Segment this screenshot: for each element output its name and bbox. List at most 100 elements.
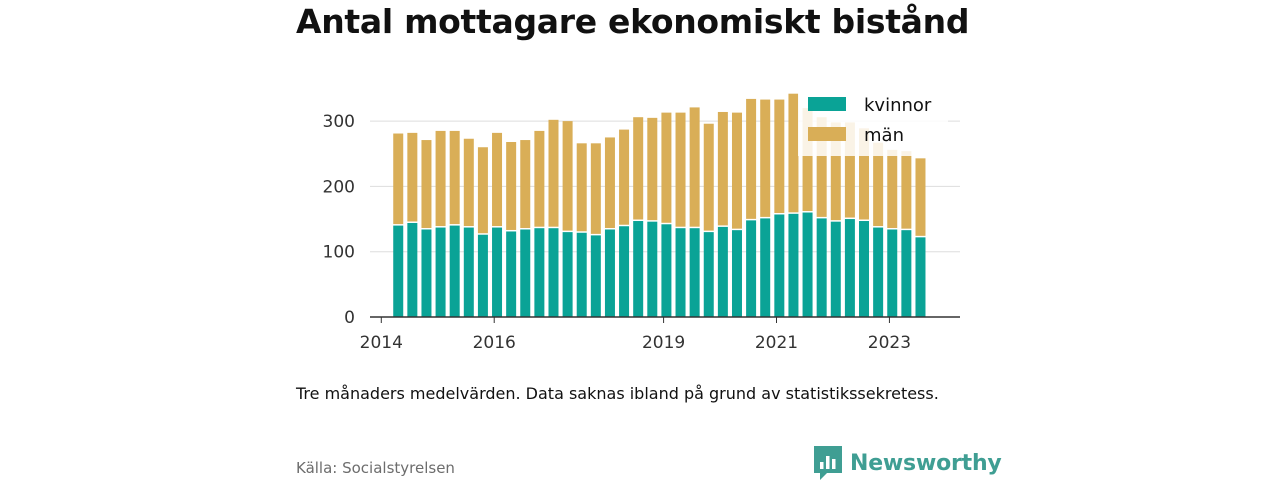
bar-man xyxy=(788,93,799,213)
axes: 0 100 200 300 2014 2016 2019 2021 2023 xyxy=(323,112,960,353)
bar-kvinnor xyxy=(788,213,799,317)
bar-man xyxy=(859,128,870,220)
bar-kvinnor xyxy=(689,228,700,317)
bar-man xyxy=(844,122,855,218)
bar-man xyxy=(915,158,926,236)
bar-kvinnor xyxy=(421,229,432,317)
bar-man xyxy=(576,143,587,232)
bar-man xyxy=(463,138,474,227)
legend-background xyxy=(798,82,948,156)
x-tick-label: 2023 xyxy=(868,333,911,353)
bar-kvinnor xyxy=(520,229,531,317)
bar-kvinnor xyxy=(562,232,573,317)
bar-man xyxy=(633,117,644,220)
bar-man xyxy=(689,107,700,227)
bar-kvinnor xyxy=(675,228,686,317)
bar-man xyxy=(731,112,742,229)
bar-kvinnor xyxy=(407,222,418,317)
bar-man xyxy=(774,99,785,213)
newsworthy-logo-icon xyxy=(814,446,842,480)
bar-kvinnor xyxy=(802,212,813,317)
bar-man xyxy=(590,143,601,234)
x-tick-label: 2016 xyxy=(473,333,516,353)
bar-kvinnor xyxy=(435,227,446,317)
bar-kvinnor xyxy=(576,232,587,317)
legend-swatch xyxy=(808,127,846,141)
bar-man xyxy=(477,147,488,234)
bar-man xyxy=(421,140,432,229)
bar-kvinnor xyxy=(534,228,545,317)
bar-man xyxy=(703,123,714,231)
bar-man xyxy=(393,133,404,225)
legend-swatch xyxy=(808,97,846,111)
bar-man xyxy=(647,117,658,221)
brand-logo[interactable]: Newsworthy xyxy=(814,446,1002,480)
bar-kvinnor xyxy=(633,221,644,317)
legend-label: män xyxy=(864,125,904,146)
bar-kvinnor xyxy=(830,221,841,317)
bar-man xyxy=(449,130,460,225)
bar-man xyxy=(816,117,827,217)
bar-kvinnor xyxy=(463,227,474,317)
x-tick-label: 2021 xyxy=(755,333,798,353)
bar-man xyxy=(562,121,573,231)
bar-man xyxy=(873,142,884,227)
page-title: Antal mottagare ekonomiskt bistånd xyxy=(296,2,970,41)
bar-man xyxy=(661,112,672,223)
bar-kvinnor xyxy=(816,218,827,317)
y-tick-label: 100 xyxy=(323,243,355,263)
bar-kvinnor xyxy=(915,237,926,317)
bar-kvinnor xyxy=(449,225,460,317)
bar-man xyxy=(830,122,841,221)
bar-kvinnor xyxy=(619,226,630,317)
bar-kvinnor xyxy=(887,229,898,317)
bar-kvinnor xyxy=(844,219,855,317)
bar-man xyxy=(802,108,813,212)
bar-man xyxy=(548,119,559,227)
bar-man xyxy=(520,140,531,229)
bar-kvinnor xyxy=(492,227,503,317)
bar-kvinnor xyxy=(717,226,728,317)
bar-man xyxy=(619,129,630,225)
bar-man xyxy=(717,111,728,226)
source-text: Källa: Socialstyrelsen xyxy=(296,459,455,477)
bar-kvinnor xyxy=(760,218,771,317)
x-tick-label: 2014 xyxy=(360,333,403,353)
bar-kvinnor xyxy=(506,231,517,317)
bar-kvinnor xyxy=(590,235,601,317)
y-tick-label: 200 xyxy=(323,177,355,197)
bar-man xyxy=(746,98,757,219)
bar-kvinnor xyxy=(901,230,912,317)
bar-man xyxy=(901,151,912,229)
bar-man xyxy=(760,99,771,217)
bars xyxy=(393,93,926,317)
bar-man xyxy=(604,137,615,229)
bar-kvinnor xyxy=(859,221,870,317)
legend-label: kvinnor xyxy=(864,95,932,116)
bar-man xyxy=(675,112,686,227)
brand-name: Newsworthy xyxy=(850,450,1002,476)
stacked-bar-chart: 0 100 200 300 2014 2016 2019 2021 2023 kvinnor mä… xyxy=(322,82,960,353)
legend: kvinnor män xyxy=(798,82,948,156)
bar-kvinnor xyxy=(604,229,615,317)
bar-kvinnor xyxy=(393,225,404,317)
bar-man xyxy=(887,149,898,229)
x-tick-label: 2019 xyxy=(642,333,685,353)
bar-man xyxy=(492,132,503,227)
bar-kvinnor xyxy=(731,230,742,317)
bar-kvinnor xyxy=(477,234,488,317)
bar-kvinnor xyxy=(873,227,884,317)
bar-kvinnor xyxy=(746,220,757,317)
bar-kvinnor xyxy=(548,228,559,317)
bar-kvinnor xyxy=(661,224,672,317)
bar-man xyxy=(534,130,545,227)
bar-kvinnor xyxy=(703,232,714,317)
bar-man xyxy=(506,142,517,230)
bar-man xyxy=(435,130,446,227)
bar-kvinnor xyxy=(774,214,785,317)
y-tick-label: 0 xyxy=(344,308,355,328)
bar-man xyxy=(407,132,418,222)
y-tick-label: 300 xyxy=(323,112,355,132)
chart-note: Tre månaders medelvärden. Data saknas ib… xyxy=(296,384,939,403)
bar-kvinnor xyxy=(647,221,658,317)
